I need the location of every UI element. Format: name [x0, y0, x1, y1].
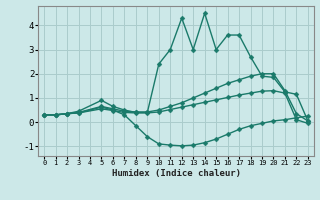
X-axis label: Humidex (Indice chaleur): Humidex (Indice chaleur): [111, 169, 241, 178]
